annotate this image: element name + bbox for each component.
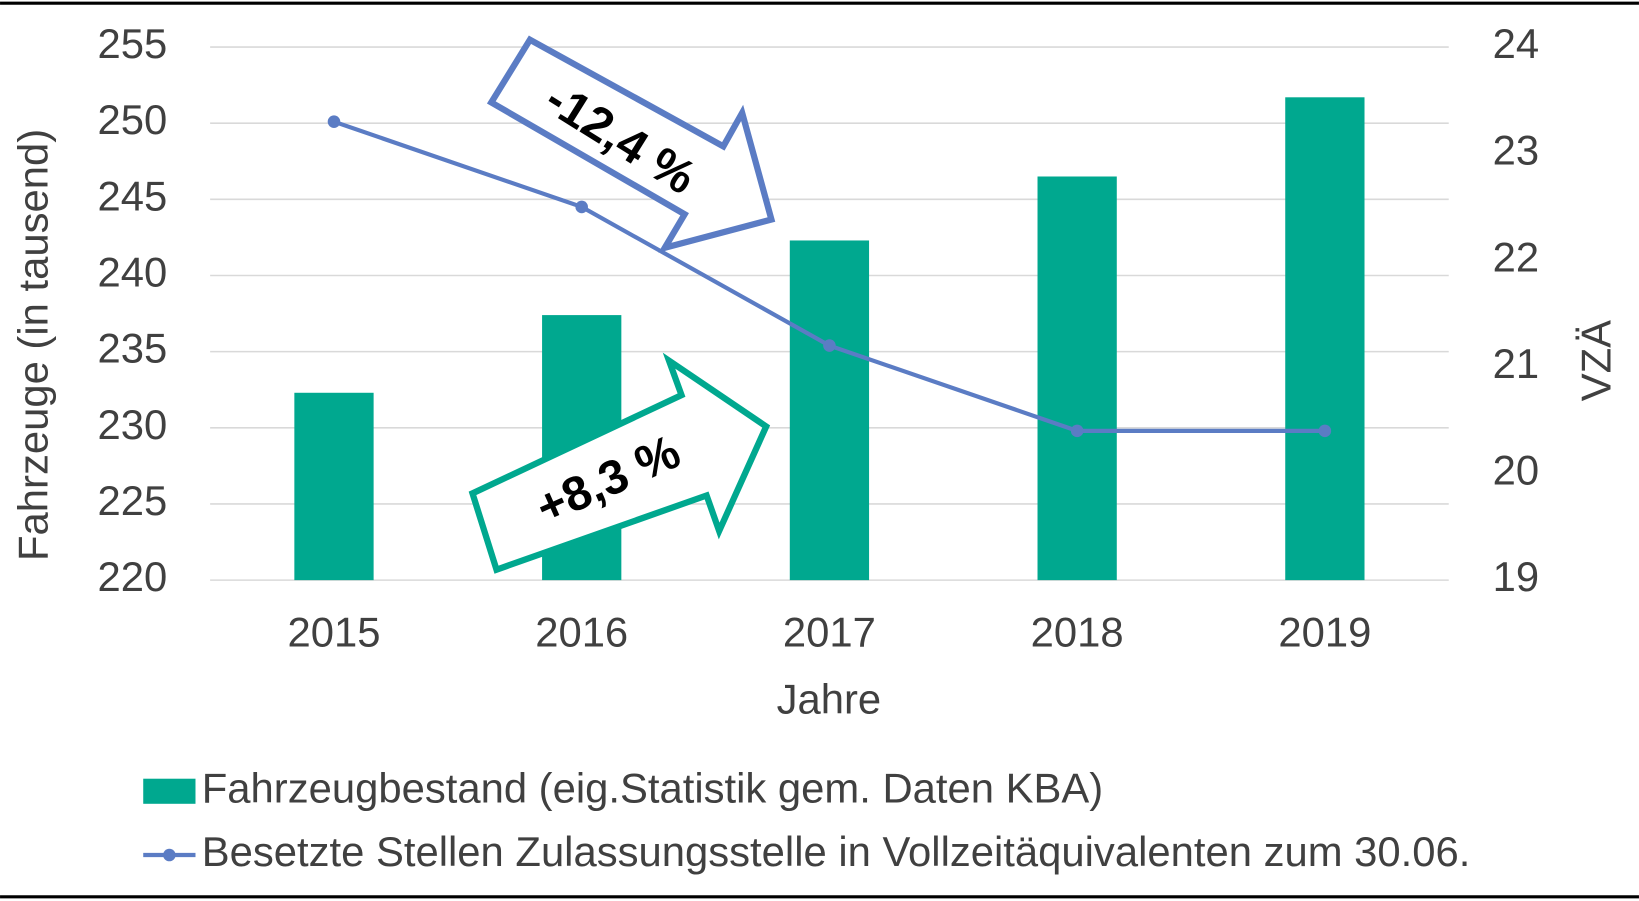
legend: Fahrzeugbestand (eig.Statistik gem. Date…: [143, 764, 1470, 875]
x-tick-label: 2016: [535, 609, 628, 656]
y-tick-label: 230: [98, 401, 168, 448]
y2-tick-label: 24: [1493, 20, 1540, 67]
y-tick-label: 235: [98, 325, 168, 372]
y-axis-title: Fahrzeuge (in tausend): [10, 129, 57, 561]
y2-tick-label: 23: [1493, 127, 1540, 174]
y2-tick-label: 20: [1493, 447, 1540, 494]
legend-swatch: [163, 848, 176, 862]
x-tick-label: 2015: [287, 609, 380, 656]
legend-label: Besetzte Stellen Zulassungsstelle in Vol…: [202, 828, 1471, 875]
y-tick-label: 250: [98, 96, 168, 143]
y2-tick-label: 19: [1493, 553, 1540, 600]
annotation-arrow: [468, 352, 771, 574]
legend-swatch: [143, 778, 196, 804]
bar: [294, 392, 374, 581]
legend-label: Fahrzeugbestand (eig.Statistik gem. Date…: [202, 764, 1103, 811]
y-tick-label: 225: [98, 477, 168, 524]
y2-tick-label: 22: [1493, 233, 1540, 280]
line-point: [327, 115, 341, 128]
y-tick-label: 220: [98, 553, 168, 600]
y-tick-label: 255: [98, 20, 168, 67]
bar: [789, 240, 870, 581]
bar: [1037, 176, 1117, 581]
x-axis-title: Jahre: [777, 675, 882, 722]
annotation-arrow: [486, 35, 776, 253]
y2-tick-label: 21: [1493, 340, 1540, 387]
line-point: [1070, 424, 1084, 438]
line-point: [575, 200, 588, 214]
marks: [294, 97, 1365, 581]
x-tick-label: 2017: [783, 609, 876, 656]
y2-axis-title: VZÄ: [1572, 320, 1619, 401]
y-tick-label: 240: [98, 249, 168, 296]
line-point: [1318, 424, 1332, 438]
x-tick-label: 2018: [1031, 609, 1124, 656]
y-tick-label: 245: [98, 172, 168, 219]
x-tick-label: 2019: [1278, 609, 1371, 656]
bar: [1285, 97, 1365, 581]
line-point: [823, 339, 836, 352]
grid: 220 225 230 235 240 245 250 255 19 20 21 22 23 24 2015…: [98, 20, 1540, 655]
